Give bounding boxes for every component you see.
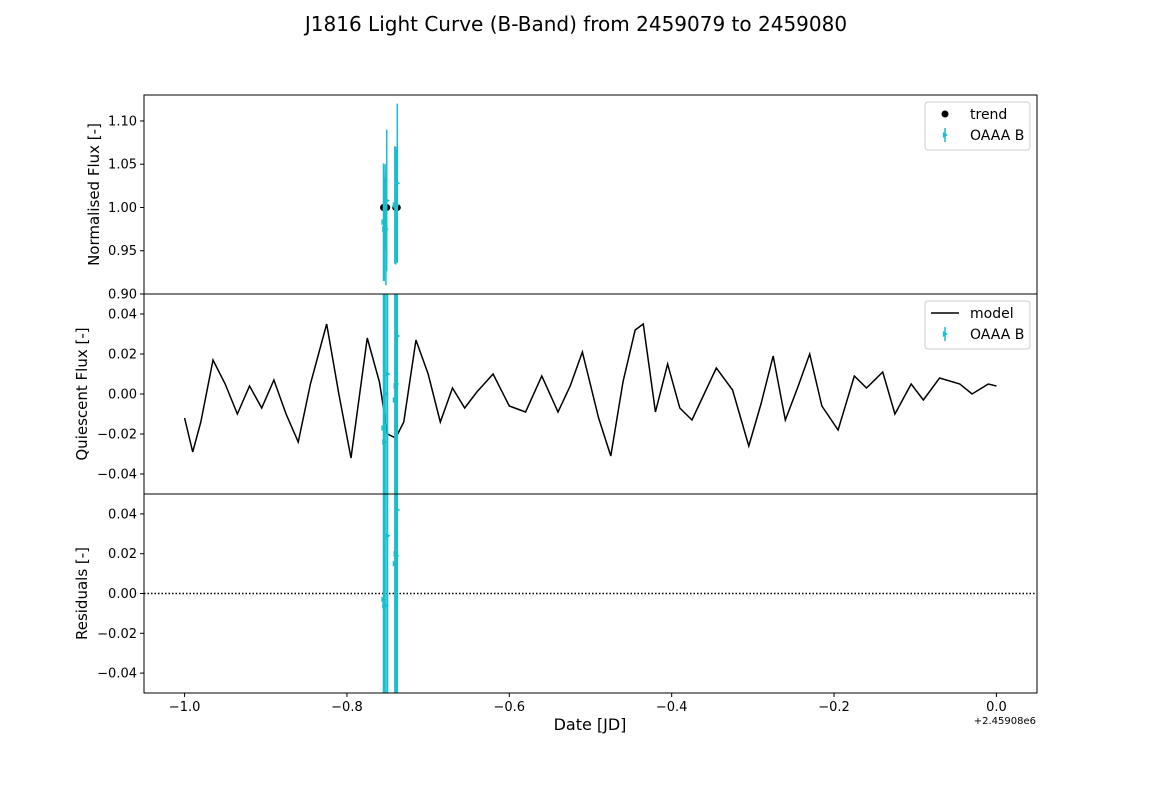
y-axis-label: Residuals [-] bbox=[73, 547, 91, 640]
panel-frame bbox=[143, 94, 1038, 295]
panel-middle: −0.04 −0.02 0.00 0.02 0.04 Quiescent Flux [-]… bbox=[73, 293, 1038, 495]
data-point bbox=[395, 506, 401, 513]
x-tick-label: −1.0 bbox=[169, 700, 201, 715]
plot-area bbox=[379, 103, 401, 286]
legend: trend OAAA B bbox=[924, 101, 1031, 151]
x-tick-label: −0.8 bbox=[331, 700, 363, 715]
y-tick-label: 1.10 bbox=[108, 114, 137, 129]
y-tick-label: 0.90 bbox=[108, 288, 137, 303]
panels: 0.90 0.95 1.00 1.05 1.10 Normalised Flux [-] t… bbox=[73, 94, 1038, 715]
y-tick-label: −0.04 bbox=[97, 667, 137, 682]
plot-area bbox=[183, 294, 997, 494]
y-tick-label: 0.95 bbox=[108, 244, 137, 259]
x-axis-label: Date [JD] bbox=[554, 715, 627, 734]
data-point bbox=[395, 180, 401, 187]
plot-area bbox=[144, 494, 1037, 693]
panel-top: 0.90 0.95 1.00 1.05 1.10 Normalised Flux [-] t… bbox=[85, 94, 1038, 303]
y-tick-label: 0.00 bbox=[108, 587, 137, 602]
data-point bbox=[384, 197, 390, 204]
y-axis-label: Quiescent Flux [-] bbox=[73, 327, 91, 460]
x-tick-label: −0.6 bbox=[494, 700, 526, 715]
x-tick-label: 0.0 bbox=[986, 700, 1007, 715]
legend-label: OAAA B bbox=[970, 128, 1024, 144]
x-tick-label: −0.2 bbox=[818, 700, 850, 715]
y-tick-label: 1.00 bbox=[108, 201, 137, 216]
legend-label: trend bbox=[970, 107, 1007, 123]
data-point bbox=[385, 532, 391, 539]
panel-bottom: −0.04 −0.02 0.00 0.02 0.04 Residuals [-] bbox=[73, 493, 1038, 694]
y-tick-label: −0.04 bbox=[97, 468, 137, 483]
x-tick-label: −0.4 bbox=[656, 700, 688, 715]
y-tick-label: 0.00 bbox=[108, 388, 137, 403]
data-point bbox=[385, 371, 391, 377]
y-tick-label: 0.04 bbox=[108, 308, 137, 323]
legend-data-marker bbox=[942, 331, 948, 337]
y-tick-label: 1.05 bbox=[108, 158, 137, 173]
y-tick-label: 0.02 bbox=[108, 547, 137, 562]
y-tick-label: 0.04 bbox=[108, 507, 137, 522]
y-tick-label: −0.02 bbox=[97, 627, 137, 642]
legend-box bbox=[924, 101, 1031, 151]
model-line bbox=[183, 322, 997, 459]
legend-label: model bbox=[970, 306, 1014, 322]
x-offset-label: +2.45908e6 bbox=[974, 716, 1036, 727]
legend-data-marker bbox=[942, 132, 948, 138]
panel-frame bbox=[143, 293, 1038, 495]
y-tick-label: −0.02 bbox=[97, 428, 137, 443]
legend: model OAAA B bbox=[924, 300, 1031, 350]
y-axis-label: Normalised Flux [-] bbox=[85, 123, 103, 266]
data-point bbox=[383, 391, 389, 397]
y-tick-label: 0.02 bbox=[108, 348, 137, 363]
legend-label: OAAA B bbox=[970, 327, 1024, 343]
chart-title: J1816 Light Curve (B-Band) from 2459079 … bbox=[303, 12, 847, 36]
data-point bbox=[382, 439, 388, 445]
data-point bbox=[383, 602, 389, 609]
legend-trend-marker bbox=[941, 110, 949, 118]
data-point bbox=[395, 333, 401, 339]
